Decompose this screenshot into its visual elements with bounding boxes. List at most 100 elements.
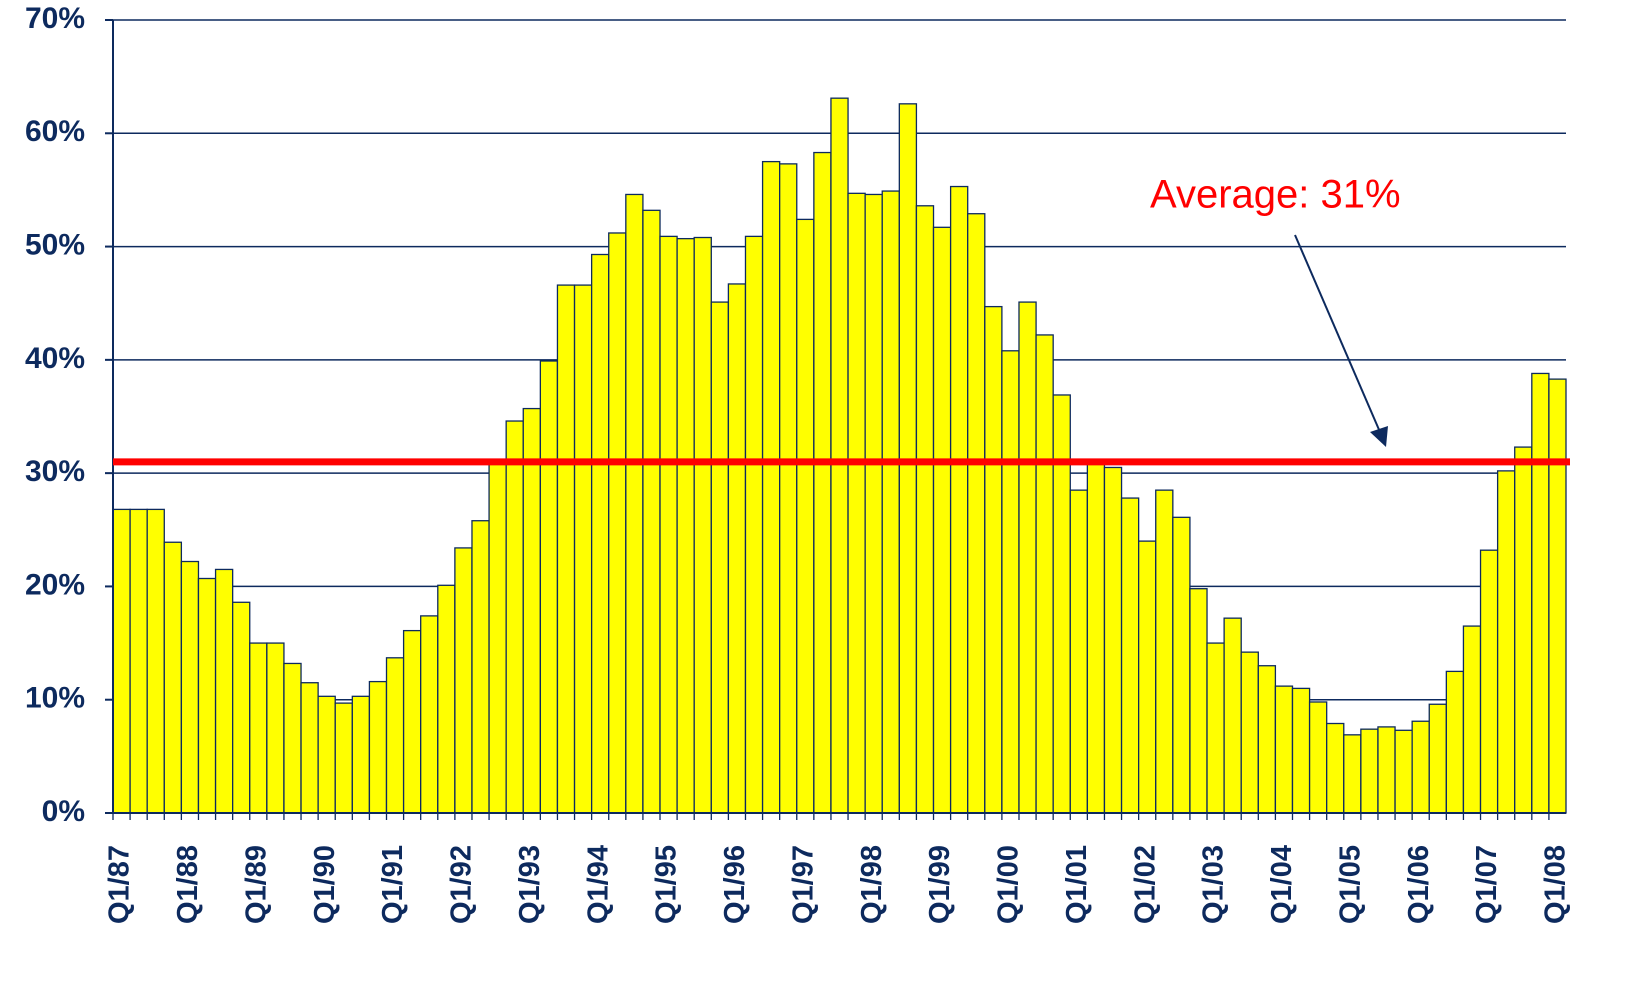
bar [214, 568, 234, 814]
bar [932, 226, 952, 814]
bar [659, 235, 678, 814]
bar [949, 185, 969, 814]
y-tick-label: 50% [25, 228, 85, 261]
bar [1189, 588, 1208, 814]
x-tick-label: Q1/03 [1198, 845, 1230, 924]
bar [796, 218, 815, 814]
bar [317, 695, 336, 814]
bar [300, 682, 319, 814]
bar [847, 192, 866, 814]
bar [1120, 497, 1140, 814]
bar [1291, 687, 1311, 814]
bars [112, 97, 1567, 814]
x-tick-label: Q1/88 [172, 845, 204, 924]
bar [1462, 625, 1482, 814]
x-tick-label: Q1/07 [1471, 845, 1503, 924]
bar [1411, 720, 1430, 814]
bar [1018, 301, 1037, 814]
bar [420, 615, 439, 814]
bar [471, 520, 490, 814]
bar [727, 283, 747, 814]
bar [1514, 446, 1533, 814]
bar [1069, 489, 1089, 814]
bar [283, 662, 302, 814]
bar [761, 160, 781, 814]
bar [1155, 489, 1174, 814]
bar [1001, 350, 1020, 814]
bar [1274, 685, 1294, 814]
x-tick-label: Q1/02 [1129, 845, 1161, 924]
bar [351, 695, 371, 814]
x-tick-label: Q1/95 [651, 845, 683, 924]
bar [437, 584, 456, 814]
annotation-arrow [1294, 234, 1381, 433]
bar [163, 541, 183, 814]
bar [539, 360, 559, 814]
overlay [112, 20, 1570, 814]
bar [197, 577, 217, 814]
bar [488, 463, 507, 814]
x-tick-label: Q1/98 [856, 845, 888, 924]
bar [368, 680, 388, 814]
bar [710, 301, 730, 814]
average-annotation: Average: 31% [1150, 173, 1401, 217]
bar [676, 237, 695, 814]
bar [334, 702, 353, 814]
x-tick-label: Q1/08 [1540, 845, 1572, 924]
bar [1308, 701, 1328, 814]
x-tick-label: Q1/00 [993, 845, 1025, 924]
y-tick-label: 60% [25, 115, 85, 148]
y-tick-label: 40% [25, 342, 85, 375]
arrow-head [1370, 426, 1388, 447]
bar [1496, 470, 1516, 814]
x-tick-label: Q1/93 [514, 845, 546, 924]
bar [1137, 540, 1157, 814]
bar [232, 601, 251, 814]
bar [1240, 651, 1259, 814]
bar [505, 420, 524, 814]
bar [385, 657, 405, 814]
bar [1548, 378, 1567, 814]
bar [608, 232, 627, 814]
bar [915, 205, 935, 814]
y-tick-label: 20% [25, 568, 85, 601]
x-tick-label: Q1/87 [104, 845, 136, 924]
bar [864, 193, 883, 814]
bar [1445, 670, 1465, 814]
bar [625, 193, 644, 814]
x-tick-label: Q1/97 [787, 845, 819, 924]
bar [744, 235, 764, 814]
bar [556, 284, 576, 814]
bar [1206, 642, 1225, 814]
bar [881, 190, 900, 814]
y-tick-label: 30% [25, 455, 85, 488]
bar [266, 642, 285, 814]
bar [693, 236, 712, 814]
x-tick-label: Q1/99 [924, 845, 956, 924]
bar [1343, 734, 1362, 814]
x-tick-label: Q1/89 [240, 845, 272, 924]
bar [1172, 516, 1191, 814]
bar [129, 508, 148, 814]
y-tick-label: 70% [25, 2, 85, 35]
bar [1035, 334, 1054, 814]
bar [573, 284, 593, 814]
bar [112, 508, 131, 814]
bar [813, 151, 832, 814]
bar [522, 407, 542, 814]
x-tick-label: Q1/05 [1334, 845, 1366, 924]
bar [249, 642, 268, 814]
x-tick-label: Q1/92 [446, 845, 478, 924]
x-tick-label: Q1/04 [1266, 845, 1298, 924]
bar [1377, 726, 1396, 814]
bar [1326, 722, 1345, 814]
bar [180, 560, 200, 814]
bar [590, 253, 610, 814]
bar [454, 547, 473, 814]
bar [1257, 665, 1277, 814]
bar [1479, 549, 1499, 814]
bar [1531, 372, 1550, 814]
bar [984, 305, 1003, 814]
bar [1086, 458, 1106, 814]
